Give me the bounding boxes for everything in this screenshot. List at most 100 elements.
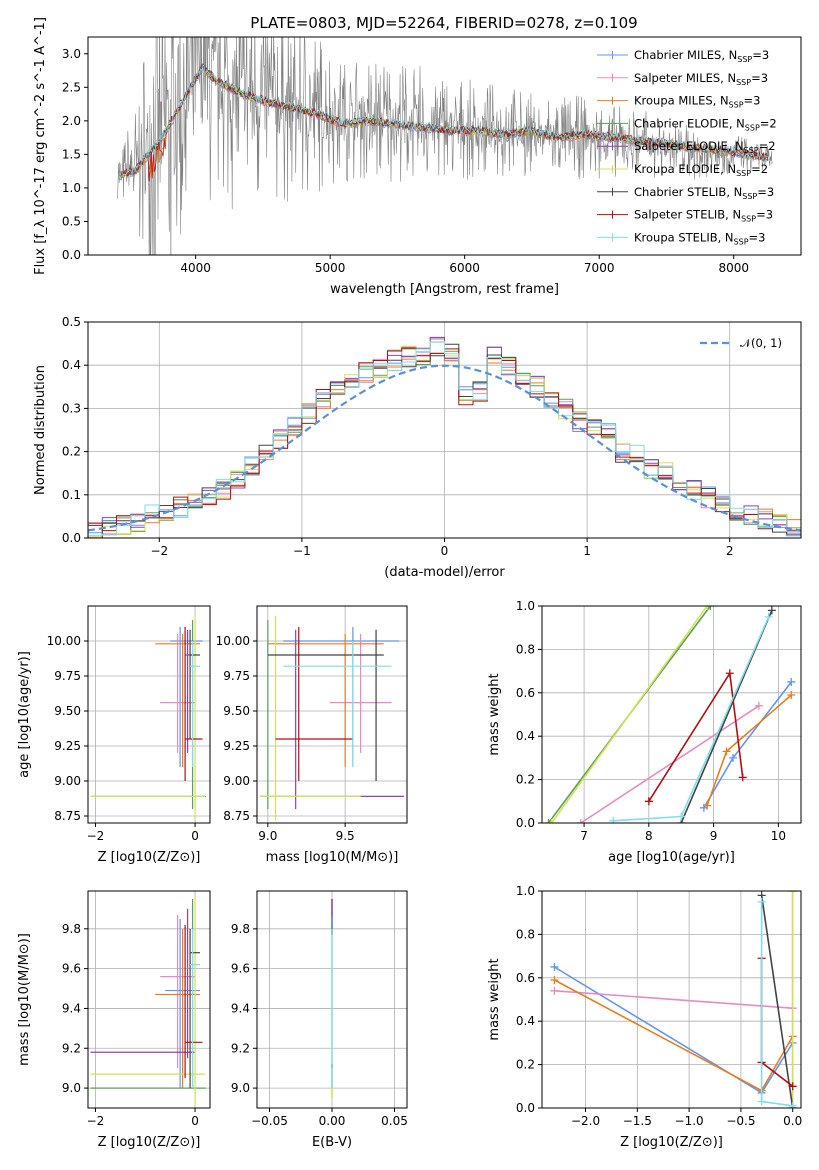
y-tick-label: 0.6 [516,971,535,985]
z-age-panel: −2 0 8.75 9.00 9.25 9.50 9.75 10.00 Z [log10(Z/Z… [17,605,211,865]
x-axis-label: age [log10(age/yr)] [608,850,735,865]
y-tick-label: 9.2 [231,1041,250,1055]
weight-marker [767,606,776,615]
x-tick-label: 7000 [584,261,615,275]
mass-age-panel-bg [257,606,407,823]
y-tick-label: 1.0 [516,884,535,898]
y-tick-label: 0.4 [516,1014,535,1028]
x-tick-label: 1 [583,544,591,558]
weight-marker [754,701,763,710]
weight-marker [550,962,559,971]
weight-marker [550,975,559,984]
y-tick-label: 9.4 [62,1001,81,1015]
model-spectrum [118,63,768,178]
y-tick-label: 0.5 [62,214,81,228]
y-tick-label: 9.50 [54,704,81,718]
y-tick-label: 9.6 [62,962,81,976]
x-tick-label: 9.5 [336,829,355,843]
z-age-panel-bg [88,606,210,823]
weight-marker [706,606,715,610]
weight-marker [644,797,653,806]
weight-marker [725,669,734,678]
y-tick-label: 0.0 [516,1101,535,1115]
z-weight-panel-marks [550,891,797,1108]
x-tick-label: 4000 [180,261,211,275]
legend-entry: 𝒩(0, 1) [740,336,782,350]
x-tick-label: −1 [293,544,311,558]
y-axis-label: mass weight [487,958,502,1040]
x-axis-label: wavelength [Angstrom, rest frame] [330,282,559,297]
residual-panel-marks [88,336,801,538]
x-tick-label: 0.05 [381,1114,408,1128]
y-tick-label: 0.1 [62,488,81,502]
y-tick-label: 0.4 [62,358,81,372]
z-mass-panel-frame [87,890,211,1109]
x-tick-label: 7 [580,829,588,843]
x-axis-label: (data-model)/error [384,565,505,580]
x-tick-label: 9.0 [258,829,277,843]
y-tick-label: 1.5 [62,147,81,161]
y-tick-label: 0.0 [62,248,81,262]
x-tick-label: 6000 [449,261,480,275]
y-tick-label: 2.5 [62,80,81,94]
weight-line [760,895,794,1108]
residual-histogram [88,341,801,538]
mass-age-panel-marks [260,615,404,821]
legend-entry: Chabrier MILES, NSSP=3 [634,48,769,64]
weight-line [580,705,760,823]
y-tick-label: 9.0 [62,1081,81,1095]
weight-marker [788,1082,797,1091]
y-axis-label: mass weight [487,673,502,755]
weight-marker [544,819,553,823]
legend-entry: Salpeter MILES, NSSP=3 [634,71,768,87]
ebv-panel: −0.05 0.00 0.05 9.0 9.2 9.4 9.6 9.8 E(B-V) [231,890,408,1150]
y-tick-label: 9.00 [223,774,250,788]
figure-title: PLATE=0803, MJD=52264, FIBERID=0278, z=0… [250,14,637,32]
x-tick-label: −2 [87,1114,105,1128]
legend-entry: Salpeter ELODIE, NSSP=2 [634,139,776,155]
weight-marker [787,677,796,686]
x-tick-label: 0 [441,544,449,558]
y-tick-label: 8.75 [223,809,250,823]
y-tick-label: 9.50 [223,704,250,718]
weight-marker [550,986,559,995]
x-tick-label: 5000 [315,261,346,275]
y-tick-label: 9.25 [54,739,81,753]
y-tick-label: 2.0 [62,114,81,128]
age-weight-panel-marks [544,606,796,823]
age-weight-panel-frame [541,605,802,824]
weight-marker [757,897,766,906]
x-tick-label: 0.0 [783,1114,802,1128]
y-tick-label: 9.00 [54,774,81,788]
y-tick-label: 0.0 [516,816,535,830]
y-axis-label: Normed distribution [33,365,48,495]
x-tick-label: 10 [771,829,786,843]
weight-marker [677,812,686,821]
y-tick-label: 0.8 [516,642,535,656]
x-axis-label: E(B-V) [312,1135,352,1150]
legend-entry: Chabrier STELIB, NSSP=3 [634,185,774,201]
y-tick-label: 0.6 [516,686,535,700]
z-weight-panel: −2.0 −1.5 −1.0 −0.5 0.0 0.0 0.2 0.4 0.6 0.8 1.0 Z [… [487,884,802,1150]
z-age-panel-frame [87,605,211,824]
x-tick-label: 0 [191,829,199,843]
x-tick-label: −0.5 [726,1114,755,1128]
data-spectrum [117,37,773,255]
y-tick-label: 3.0 [62,47,81,61]
x-tick-label: −2 [150,544,168,558]
gaussian-curve [88,364,801,532]
spectrum-panel-frame [87,36,802,256]
spectrum-panel: 4000 5000 6000 7000 8000 0.0 0.5 1.0 1.5 2.0 2.5 3.… [33,17,802,297]
y-tick-label: 8.75 [54,809,81,823]
legend-entry: Kroupa ELODIE, NSSP=2 [634,162,768,178]
y-tick-label: 9.8 [62,922,81,936]
y-tick-label: 1.0 [516,599,535,613]
y-tick-label: 1.0 [62,181,81,195]
weight-marker [609,816,618,823]
mass-age-panel-frame [256,605,408,824]
weight-marker [738,773,747,782]
y-tick-label: 9.75 [223,669,250,683]
y-axis-label: Flux [f_λ 10^-17 erg cm^-2 s^-1 A^-1] [33,17,48,275]
x-tick-label: −0.05 [251,1114,288,1128]
